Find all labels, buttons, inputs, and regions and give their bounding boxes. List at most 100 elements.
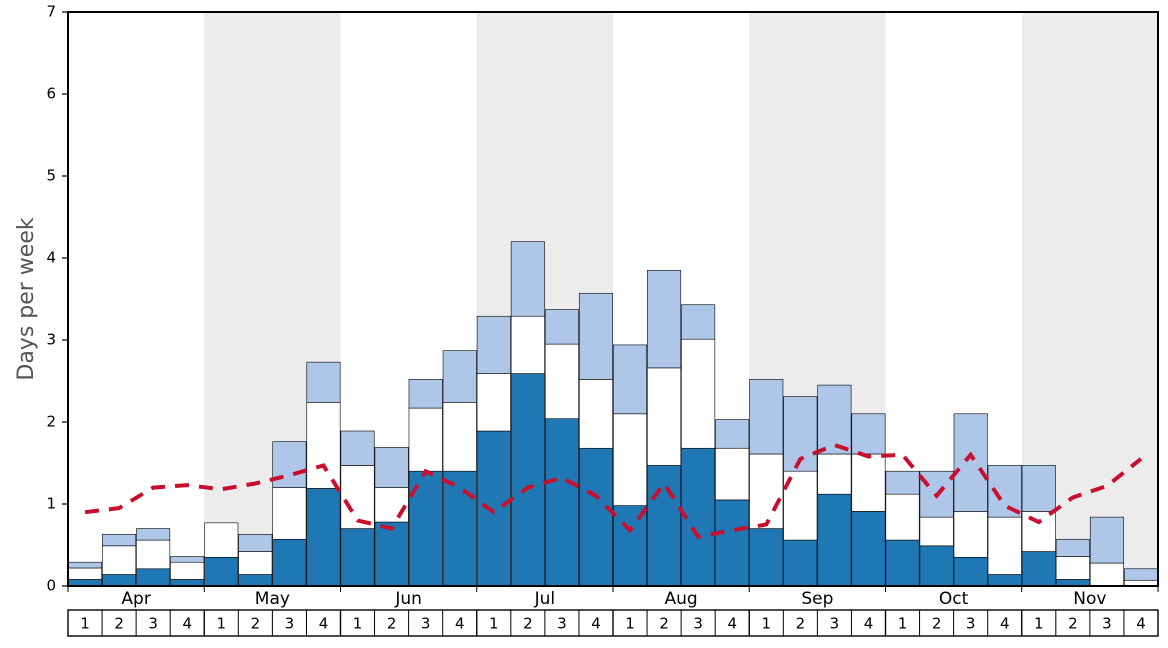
bar-segment-dark — [375, 522, 408, 586]
week-label: 4 — [455, 615, 465, 633]
week-label: 1 — [1034, 615, 1044, 633]
bar-segment-mid — [920, 517, 953, 546]
week-label: 1 — [625, 615, 635, 633]
month-label: Aug — [665, 589, 698, 609]
bar-segment-mid — [750, 454, 783, 529]
bar-segment-light — [239, 534, 272, 551]
bar-segment-dark — [750, 529, 783, 586]
bar-segment-light — [1056, 539, 1089, 556]
bar-segment-mid — [273, 488, 306, 540]
bar-segment-light — [545, 310, 578, 344]
bar-segment-light — [1090, 517, 1123, 563]
bar-segment-light — [613, 345, 646, 414]
bar-segment-dark — [647, 465, 680, 586]
week-label: 3 — [557, 615, 567, 633]
bar-segment-dark — [852, 511, 885, 586]
week-label: 1 — [217, 615, 227, 633]
y-tick-label: 1 — [46, 495, 56, 513]
bar-segment-dark — [886, 540, 919, 586]
week-label: 2 — [114, 615, 124, 633]
bar-segment-light — [273, 442, 306, 488]
week-label: 3 — [1102, 615, 1112, 633]
y-tick-label: 3 — [46, 331, 56, 349]
month-label: Sep — [801, 589, 833, 609]
bar-segment-mid — [205, 523, 238, 557]
bar-segment-dark — [613, 506, 646, 586]
bar-segment-dark — [716, 500, 749, 586]
bar-segment-dark — [1022, 552, 1055, 586]
bar-segment-light — [716, 420, 749, 449]
bar-segment-light — [341, 431, 374, 465]
bar-segment-mid — [818, 454, 851, 494]
bar-segment-mid — [954, 511, 987, 557]
week-label: 4 — [182, 615, 192, 633]
month-label: Jun — [394, 589, 422, 609]
bar-segment-dark — [818, 494, 851, 586]
week-label: 2 — [251, 615, 261, 633]
week-label: 1 — [489, 615, 499, 633]
bar-segment-mid — [477, 374, 510, 431]
week-label: 3 — [830, 615, 840, 633]
bar-segment-dark — [443, 471, 476, 586]
y-tick-label: 4 — [46, 249, 56, 267]
week-label: 3 — [421, 615, 431, 633]
bar-segment-light — [409, 379, 442, 408]
month-label: May — [255, 589, 290, 609]
bar-segment-dark — [205, 557, 238, 586]
bar-segment-light — [1022, 465, 1055, 511]
bar-segment-mid — [647, 368, 680, 466]
bar-segment-light — [1124, 569, 1157, 580]
bar-segment-light — [647, 270, 680, 368]
week-label: 3 — [285, 615, 295, 633]
bar-segment-dark — [545, 419, 578, 586]
bar-segment-dark — [784, 540, 817, 586]
bar-segment-dark — [273, 539, 306, 586]
week-label: 4 — [1000, 615, 1010, 633]
bar-segment-mid — [613, 414, 646, 506]
bar-segment-dark — [477, 431, 510, 586]
bar-segment-light — [579, 293, 612, 379]
y-tick-label: 7 — [46, 3, 56, 21]
bar-segment-mid — [102, 546, 135, 575]
y-tick-label: 0 — [46, 577, 56, 595]
bar-segment-light — [818, 385, 851, 454]
y-tick-label: 5 — [46, 167, 56, 185]
week-label: 4 — [591, 615, 601, 633]
bar-segment-light — [102, 534, 135, 545]
bar-segment-dark — [511, 374, 544, 586]
week-label: 1 — [80, 615, 90, 633]
bar-segment-dark — [102, 575, 135, 586]
y-tick-label: 6 — [46, 85, 56, 103]
bar-segment-mid — [681, 339, 714, 448]
week-label: 1 — [353, 615, 363, 633]
y-axis-label: Days per week — [14, 217, 39, 380]
bar-segment-light — [136, 529, 169, 540]
bar-segment-light — [886, 471, 919, 494]
bar-segment-light — [681, 305, 714, 339]
bar-segment-mid — [68, 568, 101, 579]
bar-segment-light — [171, 556, 204, 562]
month-label: Apr — [121, 589, 150, 609]
month-label: Nov — [1073, 589, 1106, 609]
bar-segment-light — [68, 562, 101, 568]
week-label: 3 — [148, 615, 158, 633]
month-label: Jul — [534, 589, 556, 609]
bar-segment-light — [750, 379, 783, 454]
bar-segment-mid — [511, 316, 544, 373]
week-label: 1 — [898, 615, 908, 633]
week-label: 2 — [523, 615, 533, 633]
bar-segment-light — [954, 414, 987, 512]
bar-segment-mid — [375, 488, 408, 522]
bar-segment-light — [307, 362, 340, 402]
bar-segment-dark — [307, 488, 340, 586]
week-label: 4 — [1136, 615, 1146, 633]
bar-segment-mid — [1022, 511, 1055, 551]
week-label: 2 — [932, 615, 942, 633]
week-label: 4 — [727, 615, 737, 633]
bar-segment-mid — [341, 465, 374, 528]
week-label: 1 — [762, 615, 772, 633]
bar-segment-light — [443, 351, 476, 403]
bar-segment-dark — [579, 448, 612, 586]
bar-segment-dark — [954, 557, 987, 586]
bar-segment-mid — [852, 454, 885, 511]
